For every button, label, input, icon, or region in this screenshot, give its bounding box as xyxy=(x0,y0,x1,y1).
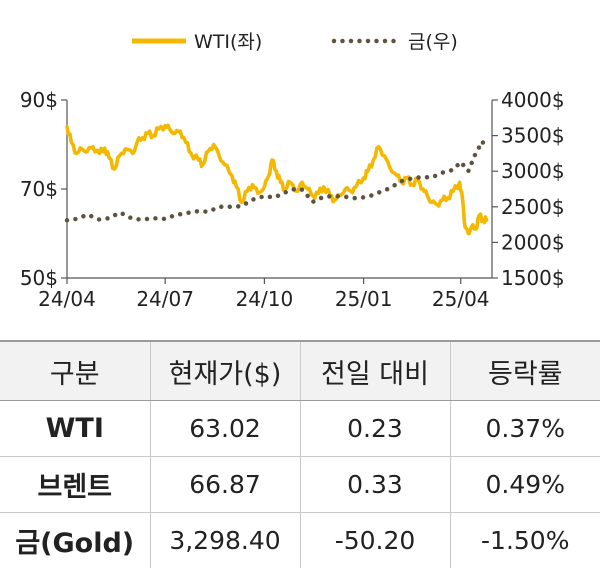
row-label-gold: 금(Gold) xyxy=(0,513,150,568)
price-summary-table: 구분 현재가($) 전일 대비 등락률 WTI 63.02 0.23 0.37%… xyxy=(0,340,600,568)
brent-change-rate: 0.49% xyxy=(450,457,600,513)
right-y-tick-label: 2500$ xyxy=(501,195,565,219)
table-row-gold: 금(Gold) 3,298.40 -50.20 -1.50% xyxy=(0,513,600,568)
right-y-tick-label: 1500$ xyxy=(501,266,565,290)
chart-series xyxy=(67,125,487,233)
x-tick-label: 24/04 xyxy=(38,287,96,311)
series-line-gold xyxy=(67,141,487,220)
right-y-tick-label: 2000$ xyxy=(501,230,565,254)
gold-current-price: 3,298.40 xyxy=(150,513,300,568)
right-y-tick-label: 4000$ xyxy=(501,88,565,112)
header-current-price: 현재가($) xyxy=(150,341,300,401)
header-category: 구분 xyxy=(0,341,150,401)
table-header-row: 구분 현재가($) 전일 대비 등락률 xyxy=(0,341,600,401)
legend-label-gold: 금(우) xyxy=(408,31,458,53)
right-y-tick-label: 3500$ xyxy=(501,124,565,148)
legend-label-wti: WTI(좌) xyxy=(194,31,262,53)
brent-change: 0.33 xyxy=(300,457,450,513)
brent-current-price: 66.87 xyxy=(150,457,300,513)
gold-change: -50.20 xyxy=(300,513,450,568)
header-change: 전일 대비 xyxy=(300,341,450,401)
header-change-rate: 등락률 xyxy=(450,341,600,401)
x-tick-label: 24/07 xyxy=(136,287,194,311)
row-label-brent: 브렌트 xyxy=(0,457,150,513)
table-row-brent: 브렌트 66.87 0.33 0.49% xyxy=(0,457,600,513)
chart-legend: WTI(좌) 금(우) xyxy=(132,31,458,53)
left-y-tick-label: 70$ xyxy=(20,177,58,201)
x-tick-label: 25/04 xyxy=(432,287,490,311)
oil-gold-price-chart: WTI(좌)금(우) 50$70$90$1500$2000$2500$3000$… xyxy=(0,0,600,335)
x-tick-label: 25/01 xyxy=(335,287,393,311)
gold-change-rate: -1.50% xyxy=(450,513,600,568)
wti-current-price: 63.02 xyxy=(150,401,300,457)
right-y-tick-label: 3000$ xyxy=(501,159,565,183)
table-row-wti: WTI 63.02 0.23 0.37% xyxy=(0,401,600,457)
left-y-tick-label: 90$ xyxy=(20,88,58,112)
chart-axes: 50$70$90$1500$2000$2500$3000$3500$4000$2… xyxy=(20,88,565,311)
wti-change-rate: 0.37% xyxy=(450,401,600,457)
row-label-wti: WTI xyxy=(0,401,150,457)
x-tick-label: 24/10 xyxy=(236,287,294,311)
wti-change: 0.23 xyxy=(300,401,450,457)
